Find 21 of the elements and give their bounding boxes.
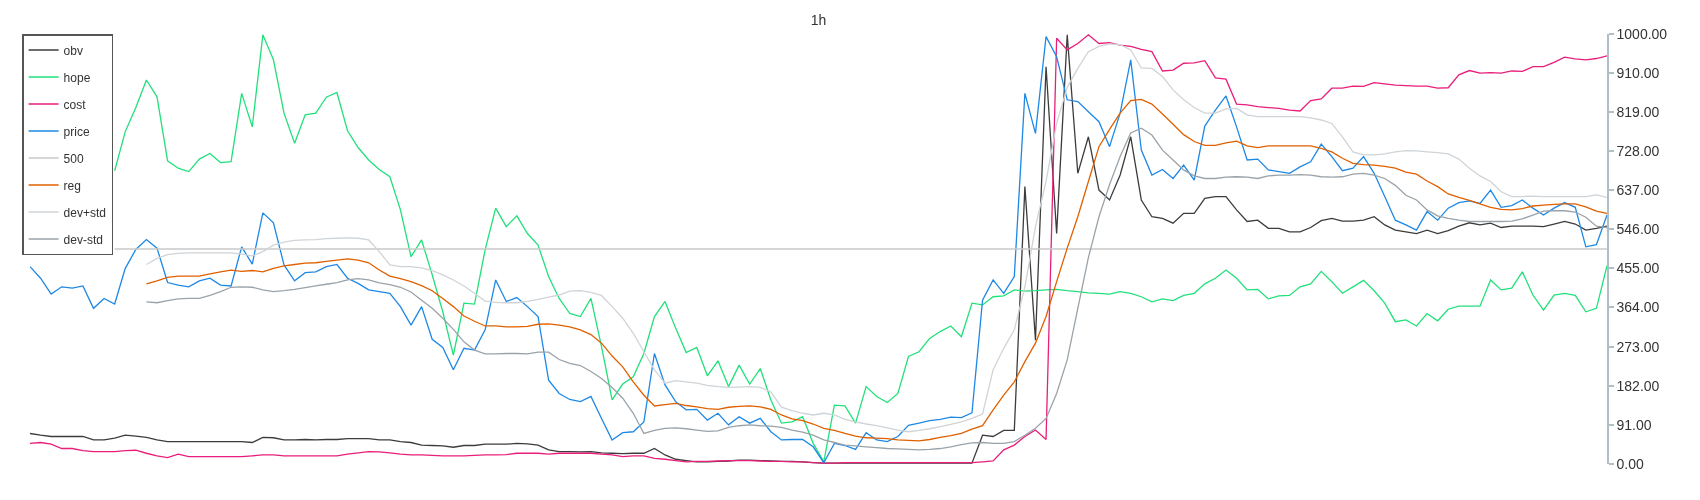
y-tick-label: 1000.00 bbox=[1616, 25, 1668, 42]
y-tick-label: 455.00 bbox=[1616, 260, 1660, 277]
legend-label: 500 bbox=[63, 151, 84, 166]
y-tick-label: 910.00 bbox=[1616, 64, 1660, 81]
y-tick-label: 546.00 bbox=[1616, 221, 1660, 238]
y-tick-label: 637.00 bbox=[1616, 181, 1660, 198]
legend-label: dev+std bbox=[63, 205, 106, 220]
y-tick-label: 273.00 bbox=[1616, 338, 1660, 355]
legend-label: cost bbox=[63, 97, 87, 112]
y-tick-label: 182.00 bbox=[1616, 377, 1660, 394]
y-tick-label: 819.00 bbox=[1616, 103, 1660, 120]
y-tick-label: 728.00 bbox=[1616, 142, 1660, 159]
legend-label: hope bbox=[63, 70, 91, 85]
chart-title: 1h bbox=[810, 11, 827, 28]
y-tick-label: 364.00 bbox=[1616, 299, 1660, 316]
legend-label: obv bbox=[63, 43, 83, 58]
y-tick-label: 91.00 bbox=[1616, 416, 1652, 433]
y-tick-label: 0.00 bbox=[1616, 455, 1645, 472]
legend-label: reg bbox=[63, 178, 81, 193]
legend-label: dev-std bbox=[63, 232, 103, 247]
legend-label: price bbox=[63, 124, 90, 139]
